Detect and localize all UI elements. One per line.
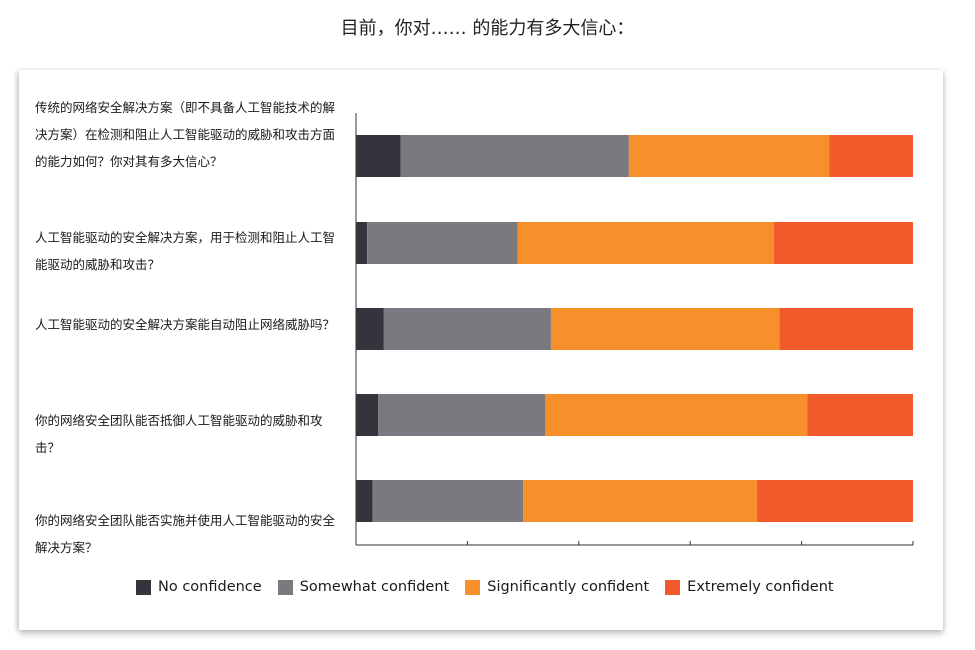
question-label-4: 你的网络安全团队能否抵御人工智能驱动的威胁和攻击？ [35, 413, 323, 455]
bar-2-significantly-confident [517, 222, 774, 264]
bar-4-no-confidence [356, 394, 379, 436]
bar-3-significantly-confident [550, 308, 780, 350]
legend-label: Significantly confident [487, 579, 650, 595]
question-label-2: 人工智能驱动的安全解决方案，用于检测和阻止人工智能驱动的威胁和攻击？ [35, 230, 336, 272]
legend-item-significantly-confident: Significantly confident [465, 579, 649, 595]
legend-item-no-confidence: No confidence [136, 579, 262, 595]
bar-5-significantly-confident [523, 480, 758, 522]
bar-4-somewhat-confident [378, 394, 546, 436]
legend-item-extremely-confident: Extremely confident [665, 579, 834, 595]
question-label-3: 人工智能驱动的安全解决方案能自动阻止网络威胁吗？ [35, 317, 336, 332]
bar-4-significantly-confident [545, 394, 808, 436]
bar-3-extremely-confident [779, 308, 913, 350]
bar-1-no-confidence [356, 135, 401, 177]
chart-title: 目前，你对…… 的能力有多大信心： [340, 18, 635, 39]
question-label-1: 传统的网络安全解决方案（即不具备人工智能技术的解决方案）在检测和阻止人工智能驱动… [35, 100, 336, 169]
bar-2-no-confidence [356, 222, 368, 264]
legend-swatch [277, 579, 293, 595]
legend-swatch [665, 579, 681, 595]
bar-2-extremely-confident [773, 222, 913, 264]
legend-label: No confidence [158, 579, 262, 595]
bar-3-no-confidence [356, 308, 384, 350]
legend-label: Somewhat confident [299, 579, 450, 595]
bar-1-somewhat-confident [400, 135, 629, 177]
question-label-5: 你的网络安全团队能否实施并使用人工智能驱动的安全解决方案？ [35, 513, 336, 555]
bar-5-somewhat-confident [372, 480, 524, 522]
bar-1-extremely-confident [829, 135, 913, 177]
bar-4-extremely-confident [807, 394, 913, 436]
legend-label: Extremely confident [687, 579, 834, 595]
legend-item-somewhat-confident: Somewhat confident [277, 579, 450, 595]
bar-1-significantly-confident [628, 135, 830, 177]
bar-5-extremely-confident [757, 480, 913, 522]
bar-5-no-confidence [356, 480, 373, 522]
bar-3-somewhat-confident [383, 308, 551, 350]
legend-swatch [465, 579, 481, 595]
bar-2-somewhat-confident [367, 222, 518, 264]
legend-swatch [136, 579, 151, 595]
chart-legend: No confidence Somewhat confident Significa… [136, 577, 850, 597]
